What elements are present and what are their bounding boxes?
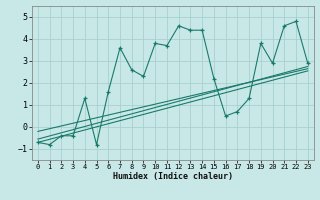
X-axis label: Humidex (Indice chaleur): Humidex (Indice chaleur) (113, 172, 233, 181)
